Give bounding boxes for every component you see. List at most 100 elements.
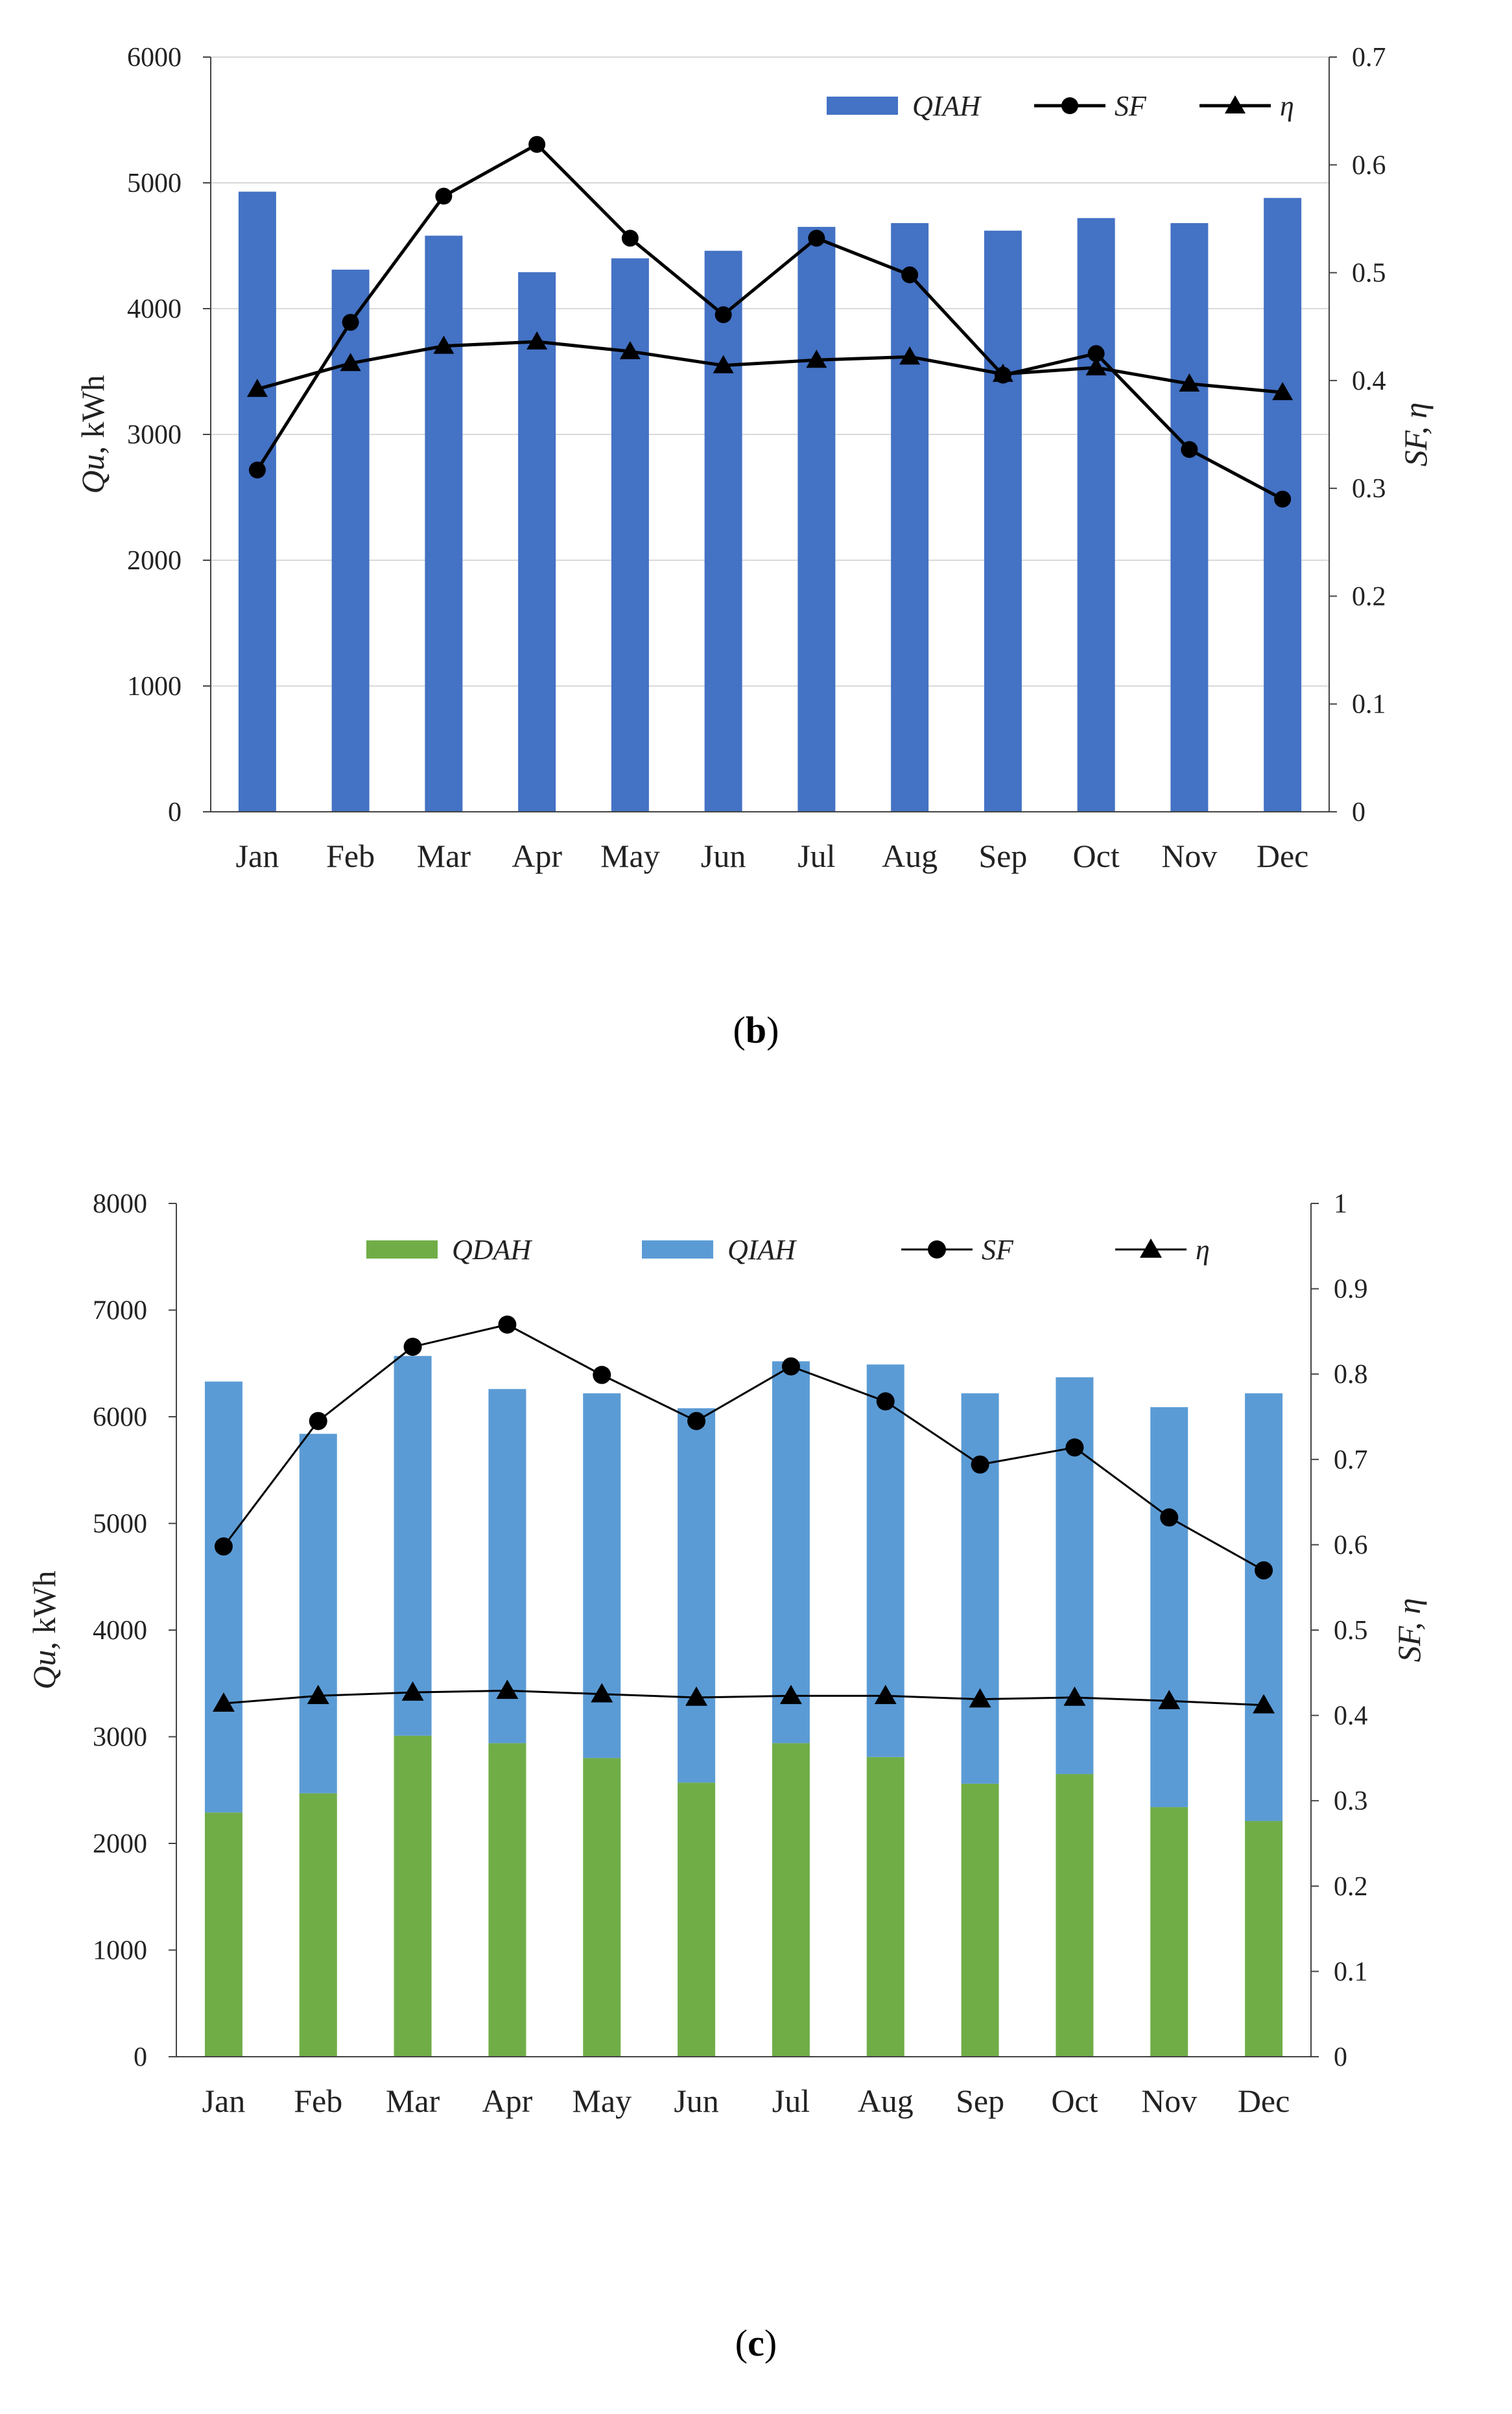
y2-axis-title: SF, η [1397, 403, 1434, 467]
tick-label-right: 0.1 [1352, 690, 1386, 720]
tick-label-left: 3000 [93, 1723, 147, 1753]
legend-swatch-qiah [642, 1240, 713, 1259]
category-label: Jun [674, 2083, 718, 2119]
category-label: Feb [326, 838, 375, 874]
bar-qiah-feb [299, 1434, 337, 1793]
tick-label-right: 0.5 [1334, 1616, 1368, 1646]
panel-label-c: (c) [735, 2322, 777, 2364]
legend-marker-sf [928, 1240, 946, 1259]
point-sf-oct [1087, 345, 1105, 362]
tick-label-left: 0 [134, 2042, 147, 2072]
point-eta-mar [401, 1681, 424, 1701]
bar-qiah-nov [1170, 223, 1209, 812]
tick-label-left: 5000 [93, 1509, 147, 1539]
point-sf-dec [1255, 1561, 1273, 1580]
bar-qdah-feb [299, 1793, 337, 2057]
point-eta-dec [1253, 1694, 1275, 1714]
category-label: Sep [956, 2083, 1004, 2119]
category-label: Jan [236, 838, 279, 874]
line-eta [257, 340, 1283, 394]
point-eta-jul [779, 1685, 802, 1705]
point-sf-jun [715, 306, 732, 324]
bar-qiah-apr [518, 272, 556, 812]
category-label: Apr [482, 2083, 533, 2119]
legend-label: η [1196, 1234, 1210, 1266]
bar-qdah-nov [1150, 1807, 1188, 2057]
bar-qdah-may [583, 1758, 621, 2057]
bar-qiah-dec [1245, 1393, 1283, 1821]
tick-label-left: 6000 [127, 43, 182, 73]
tick-label-left: 8000 [93, 1189, 147, 1219]
point-sf-nov [1160, 1508, 1179, 1527]
bar-qdah-jul [772, 1743, 810, 2057]
category-label: Dec [1238, 2083, 1290, 2119]
point-eta-jan [212, 1692, 235, 1712]
bar-qiah-jun [704, 250, 742, 812]
tick-label-right: 0.2 [1352, 582, 1386, 611]
category-label: Nov [1141, 2083, 1197, 2119]
point-sf-nov [1181, 441, 1198, 458]
legend-swatch-qdah [366, 1240, 438, 1259]
bar-qiah-mar [425, 235, 463, 812]
category-label: Mar [417, 838, 471, 874]
point-sf-apr [498, 1315, 517, 1334]
tick-label-right: 0.4 [1334, 1701, 1368, 1731]
bar-qdah-apr [488, 1743, 526, 2057]
point-sf-dec [1274, 490, 1292, 508]
bar-qdah-jan [204, 1812, 242, 2057]
point-eta-feb [307, 1685, 329, 1705]
bar-qdah-dec [1245, 1821, 1283, 2057]
point-sf-may [593, 1366, 611, 1384]
bar-qiah-may [583, 1393, 621, 1758]
bar-qiah-nov [1150, 1407, 1188, 1808]
bar-qiah-jan [238, 191, 276, 812]
point-sf-mar [403, 1338, 422, 1356]
bar-qiah-mar [394, 1356, 432, 1736]
tick-label-right: 0.6 [1334, 1530, 1368, 1560]
bar-qdah-oct [1056, 1774, 1094, 2057]
legend-label: SF [1115, 90, 1147, 122]
legend-marker-sf [1061, 97, 1078, 114]
tick-label-right: 0.4 [1352, 366, 1386, 396]
point-eta-feb [340, 353, 361, 372]
legend-label-qiah: QIAH [727, 1234, 797, 1266]
category-label: Apr [512, 838, 562, 874]
point-eta-sep [992, 363, 1013, 382]
tick-label-left: 3000 [127, 420, 182, 450]
point-sf-jun [687, 1412, 706, 1430]
tick-label-left: 0 [168, 798, 182, 827]
y2-axis-title: SF, η [1391, 1598, 1427, 1663]
point-sf-aug [876, 1392, 895, 1411]
tick-label-right: 0.3 [1334, 1786, 1368, 1816]
tick-label-left: 5000 [127, 169, 182, 198]
tick-label-right: 0.7 [1352, 43, 1386, 73]
line-sf [255, 142, 1284, 501]
point-eta-jun [685, 1686, 708, 1706]
tick-label-left: 4000 [93, 1616, 147, 1646]
point-eta-jul [806, 349, 827, 368]
bar-qdah-jun [678, 1782, 716, 2057]
point-sf-jan [248, 461, 266, 479]
tick-label-left: 1000 [93, 1936, 147, 1966]
category-label: Mar [386, 2083, 440, 2119]
chart-c: 0 1000 2000 3000 4000 5000 6000 7000 8000 0 0.1 0.2… [26, 1189, 1427, 2119]
bar-qiah-jul [797, 226, 836, 812]
tick-label-right: 0.3 [1352, 474, 1386, 504]
point-sf-feb [342, 314, 359, 331]
tick-label-right: 0 [1334, 2042, 1347, 2072]
point-sf-oct [1065, 1438, 1084, 1457]
y-axis-title: Qu, kWh [26, 1570, 62, 1689]
point-eta-aug [874, 1685, 897, 1705]
bar-qdah-aug [866, 1757, 904, 2057]
tick-label-right: 0.8 [1334, 1360, 1368, 1390]
bar-qiah-aug [891, 223, 929, 812]
bar-qiah-jul [772, 1361, 810, 1744]
legend-swatch-qiah [827, 97, 898, 115]
tick-label-left: 2000 [127, 546, 182, 576]
panel-label-b: (b) [733, 1009, 779, 1051]
tick-label-right: 0.6 [1352, 150, 1386, 180]
tick-label-right: 1 [1334, 1189, 1347, 1219]
bar-qdah-sep [961, 1783, 999, 2057]
category-label: Jun [701, 838, 746, 874]
point-eta-oct [1085, 357, 1107, 375]
